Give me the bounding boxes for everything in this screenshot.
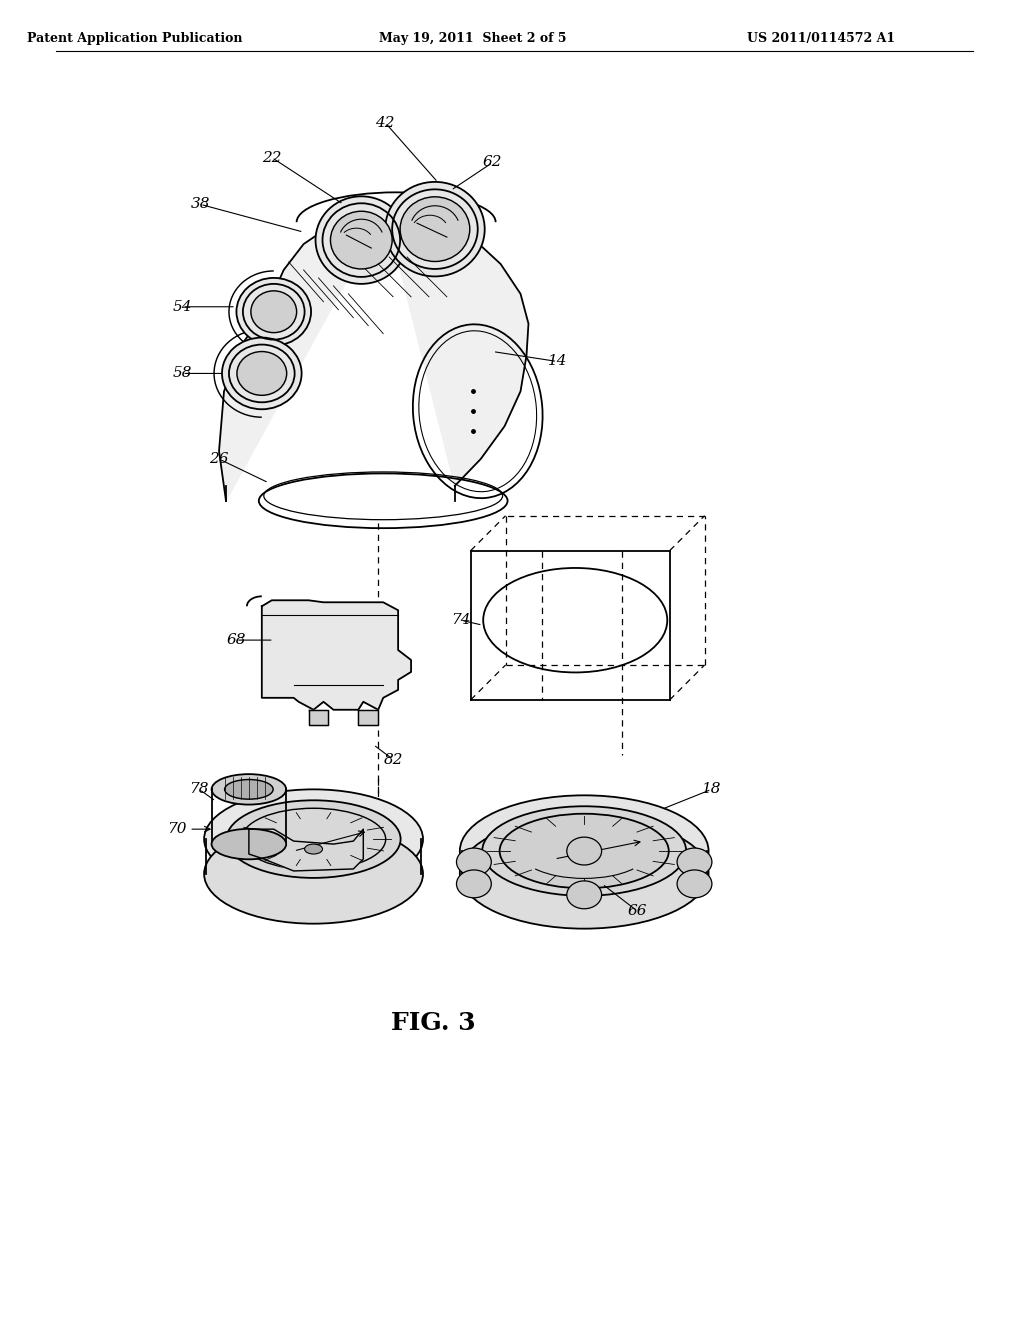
Polygon shape (249, 829, 364, 871)
Ellipse shape (226, 800, 400, 878)
Text: 74: 74 (451, 614, 471, 627)
Ellipse shape (212, 829, 286, 859)
Text: 68: 68 (226, 634, 246, 647)
Ellipse shape (567, 837, 602, 865)
Ellipse shape (385, 182, 484, 276)
Text: May 19, 2011  Sheet 2 of 5: May 19, 2011 Sheet 2 of 5 (379, 32, 566, 45)
Ellipse shape (567, 880, 602, 908)
Polygon shape (308, 710, 329, 725)
Ellipse shape (457, 870, 492, 898)
Text: 42: 42 (376, 116, 395, 129)
Ellipse shape (212, 774, 286, 805)
Ellipse shape (204, 824, 423, 924)
Text: 14: 14 (548, 355, 567, 368)
Text: 54: 54 (172, 300, 191, 314)
Ellipse shape (224, 780, 273, 799)
Text: 22: 22 (262, 150, 282, 165)
Ellipse shape (237, 279, 311, 346)
Ellipse shape (457, 847, 492, 876)
Text: 26: 26 (209, 451, 228, 466)
Ellipse shape (237, 351, 287, 395)
Text: US 2011/0114572 A1: US 2011/0114572 A1 (746, 32, 895, 45)
Text: 18: 18 (701, 783, 721, 796)
Ellipse shape (677, 870, 712, 898)
Text: 70: 70 (168, 822, 187, 836)
Ellipse shape (677, 847, 712, 876)
Polygon shape (219, 210, 528, 500)
Text: 38: 38 (190, 197, 210, 211)
Ellipse shape (460, 817, 709, 929)
Text: Patent Application Publication: Patent Application Publication (27, 32, 243, 45)
Text: 58: 58 (172, 367, 191, 380)
Text: 78: 78 (189, 783, 209, 796)
Polygon shape (262, 601, 411, 710)
Ellipse shape (331, 211, 392, 269)
Polygon shape (358, 710, 378, 725)
Text: 62: 62 (483, 156, 503, 169)
Ellipse shape (482, 807, 686, 896)
Ellipse shape (204, 789, 423, 888)
Ellipse shape (500, 813, 669, 888)
Ellipse shape (315, 197, 408, 284)
Ellipse shape (251, 290, 297, 333)
Text: 82: 82 (383, 752, 402, 767)
Text: 66: 66 (627, 904, 647, 917)
Text: FIG. 3: FIG. 3 (390, 1011, 475, 1035)
Ellipse shape (400, 197, 470, 261)
Ellipse shape (460, 796, 709, 907)
Ellipse shape (222, 338, 302, 409)
Ellipse shape (304, 843, 323, 854)
